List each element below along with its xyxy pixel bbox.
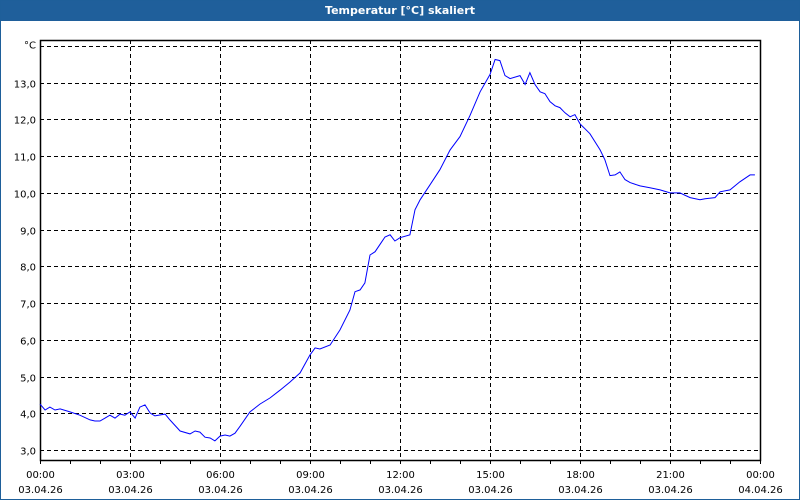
x-tick-time: 21:00 (656, 470, 685, 481)
x-tick-date: 03.04.26 (558, 485, 603, 496)
x-tick-time: 09:00 (296, 470, 325, 481)
y-tick-label: 11,0 (14, 153, 36, 164)
x-tick-date: 03.04.26 (378, 485, 423, 496)
y-tick-label: 7,0 (20, 300, 36, 311)
x-tick-date: 03.04.26 (18, 485, 63, 496)
plot-frame (39, 39, 762, 462)
y-tick-label: 5,0 (20, 374, 36, 385)
window-title: Temperatur [°C] skaliert (1, 1, 799, 21)
x-tick-time: 00:00 (26, 470, 55, 481)
x-tick-time: 15:00 (476, 470, 505, 481)
y-tick-label: 9,0 (20, 227, 36, 238)
x-tick-time: 18:00 (566, 470, 595, 481)
y-tick-label: 12,0 (14, 116, 36, 127)
y-tick-label: 13,0 (14, 80, 36, 91)
y-unit-label: °C (24, 41, 36, 52)
x-tick-time: 06:00 (206, 470, 235, 481)
x-tick-date: 03.04.26 (288, 485, 333, 496)
x-tick-date: 03.04.26 (468, 485, 513, 496)
x-tick-time: 00:00 (746, 470, 775, 481)
y-tick-label: 6,0 (20, 337, 36, 348)
x-tick-time: 03:00 (116, 470, 145, 481)
y-tick-label: 4,0 (20, 410, 36, 421)
y-tick-label: 3,0 (20, 447, 36, 458)
x-tick-date: 03.04.26 (108, 485, 153, 496)
y-tick-label: 10,0 (14, 190, 36, 201)
x-tick-date: 03.04.26 (648, 485, 693, 496)
temperature-line (39, 58, 755, 442)
y-tick-label: 8,0 (20, 263, 36, 274)
x-tick-date: 03.04.26 (198, 485, 243, 496)
x-tick-date: 04.04.26 (738, 485, 783, 496)
x-tick-time: 12:00 (386, 470, 415, 481)
